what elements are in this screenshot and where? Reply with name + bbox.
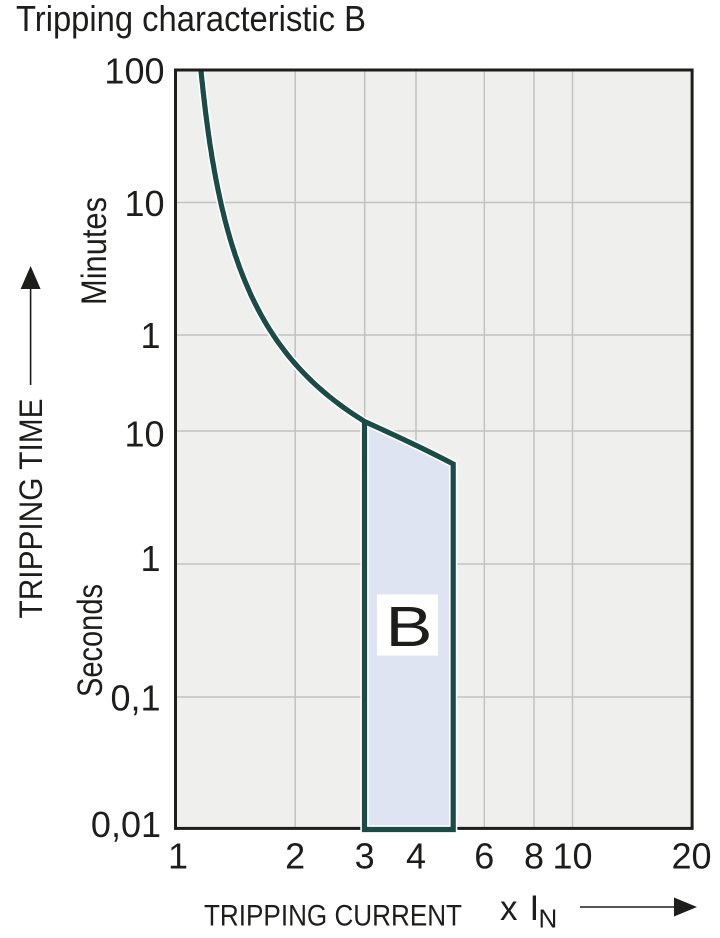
svg-text:3: 3 bbox=[355, 836, 375, 877]
svg-text:1: 1 bbox=[140, 538, 160, 579]
svg-text:100: 100 bbox=[104, 51, 164, 92]
svg-text:TRIPPING CURRENT: TRIPPING CURRENT bbox=[204, 900, 462, 933]
svg-text:x: x bbox=[500, 889, 518, 928]
svg-text:Seconds: Seconds bbox=[71, 584, 110, 697]
svg-text:TRIPPING TIME: TRIPPING TIME bbox=[13, 399, 49, 619]
svg-text:1: 1 bbox=[168, 836, 188, 877]
svg-text:0,01: 0,01 bbox=[91, 804, 161, 845]
svg-text:4: 4 bbox=[406, 836, 426, 877]
svg-text:10: 10 bbox=[124, 414, 164, 455]
svg-text:N: N bbox=[539, 904, 558, 934]
svg-text:10: 10 bbox=[552, 836, 592, 877]
svg-text:0,1: 0,1 bbox=[110, 678, 160, 719]
svg-text:Tripping characteristic B: Tripping characteristic B bbox=[16, 0, 366, 39]
svg-text:8: 8 bbox=[524, 836, 544, 877]
svg-text:6: 6 bbox=[474, 836, 494, 877]
svg-text:1: 1 bbox=[140, 315, 160, 356]
svg-text:B: B bbox=[386, 595, 433, 659]
svg-text:2: 2 bbox=[285, 836, 305, 877]
svg-text:Minutes: Minutes bbox=[75, 197, 114, 305]
svg-text:I: I bbox=[530, 889, 540, 928]
svg-text:10: 10 bbox=[124, 183, 164, 224]
svg-text:20: 20 bbox=[671, 836, 711, 877]
